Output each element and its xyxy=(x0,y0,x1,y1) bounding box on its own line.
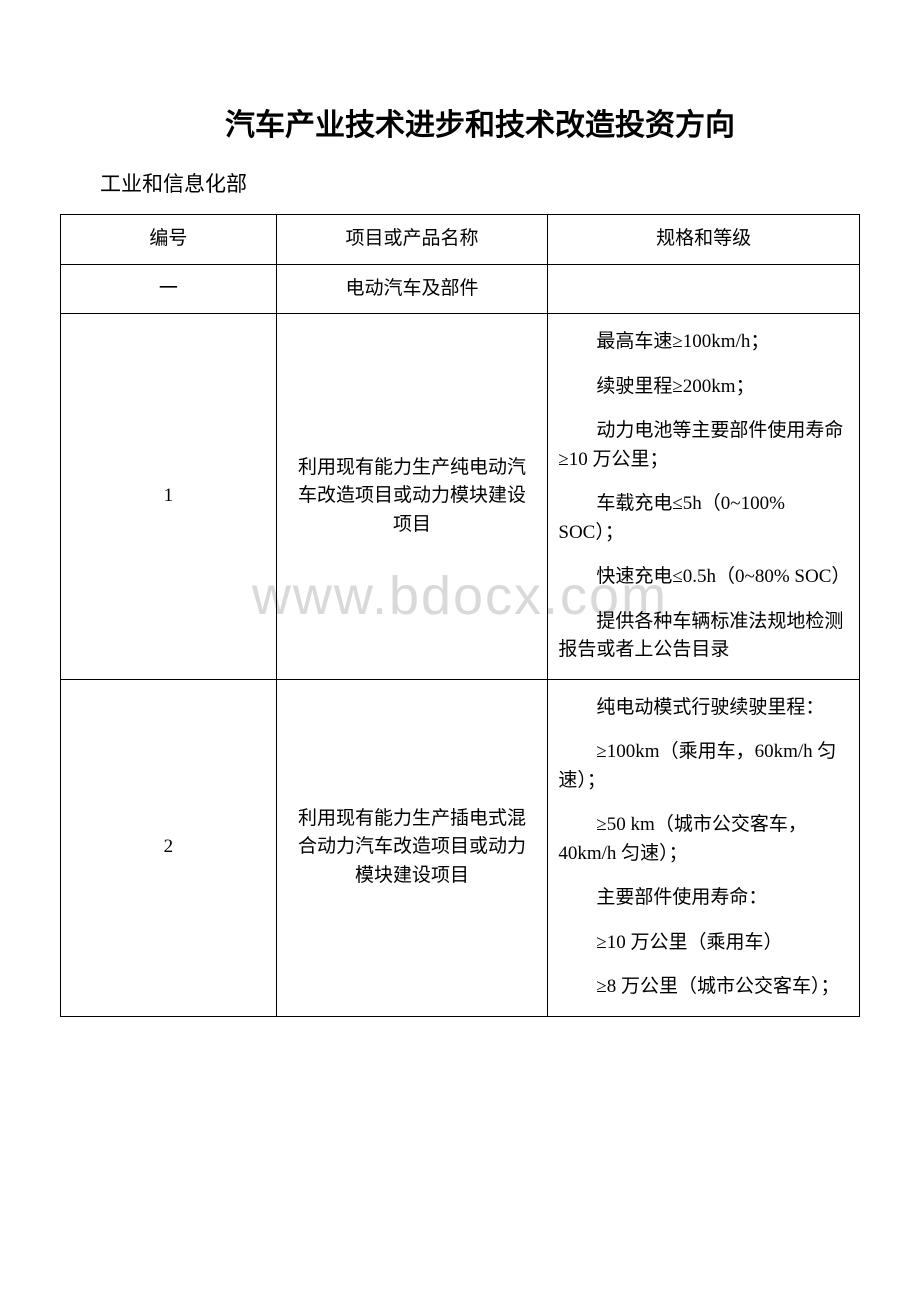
spec-line: 动力电池等主要部件使用寿命≥10 万公里； xyxy=(558,417,849,474)
section-spec xyxy=(548,264,860,314)
header-col3: 规格和等级 xyxy=(548,215,860,265)
spec-line: ≥50 km（城市公交客车，40km/h 匀速）； xyxy=(558,811,849,868)
row-name: 利用现有能力生产插电式混合动力汽车改造项目或动力模块建设项目 xyxy=(276,679,548,1016)
page-subtitle: 工业和信息化部 xyxy=(100,168,860,198)
page-title: 汽车产业技术进步和技术改造投资方向 xyxy=(100,100,860,144)
row-num: 1 xyxy=(61,314,277,680)
main-table: 编号 项目或产品名称 规格和等级 一 电动汽车及部件 1 利用现有能力生产纯电动… xyxy=(60,214,860,1017)
spec-line: 主要部件使用寿命： xyxy=(558,884,849,913)
section-num: 一 xyxy=(61,264,277,314)
spec-line: ≥100km（乘用车，60km/h 匀速）； xyxy=(558,738,849,795)
spec-line: ≥10 万公里（乘用车） xyxy=(558,929,849,958)
table-row: 1 利用现有能力生产纯电动汽车改造项目或动力模块建设项目 最高车速≥100km/… xyxy=(61,314,860,680)
table-header-row: 编号 项目或产品名称 规格和等级 xyxy=(61,215,860,265)
spec-line: 提供各种车辆标准法规地检测报告或者上公告目录 xyxy=(558,608,849,665)
row-num: 2 xyxy=(61,679,277,1016)
spec-line: 车载充电≤5h（0~100% SOC）； xyxy=(558,490,849,547)
row-name: 利用现有能力生产纯电动汽车改造项目或动力模块建设项目 xyxy=(276,314,548,680)
spec-line: 纯电动模式行驶续驶里程： xyxy=(558,694,849,723)
row-specs: 纯电动模式行驶续驶里程： ≥100km（乘用车，60km/h 匀速）； ≥50 … xyxy=(548,679,860,1016)
section-label: 电动汽车及部件 xyxy=(276,264,548,314)
spec-line: 续驶里程≥200km； xyxy=(558,373,849,402)
row-specs: 最高车速≥100km/h； 续驶里程≥200km； 动力电池等主要部件使用寿命≥… xyxy=(548,314,860,680)
spec-line: 最高车速≥100km/h； xyxy=(558,328,849,357)
header-col2: 项目或产品名称 xyxy=(276,215,548,265)
table-row: 2 利用现有能力生产插电式混合动力汽车改造项目或动力模块建设项目 纯电动模式行驶… xyxy=(61,679,860,1016)
header-col1: 编号 xyxy=(61,215,277,265)
spec-line: 快速充电≤0.5h（0~80% SOC） xyxy=(558,563,849,592)
spec-line: ≥8 万公里（城市公交客车）； xyxy=(558,973,849,1002)
section-row: 一 电动汽车及部件 xyxy=(61,264,860,314)
